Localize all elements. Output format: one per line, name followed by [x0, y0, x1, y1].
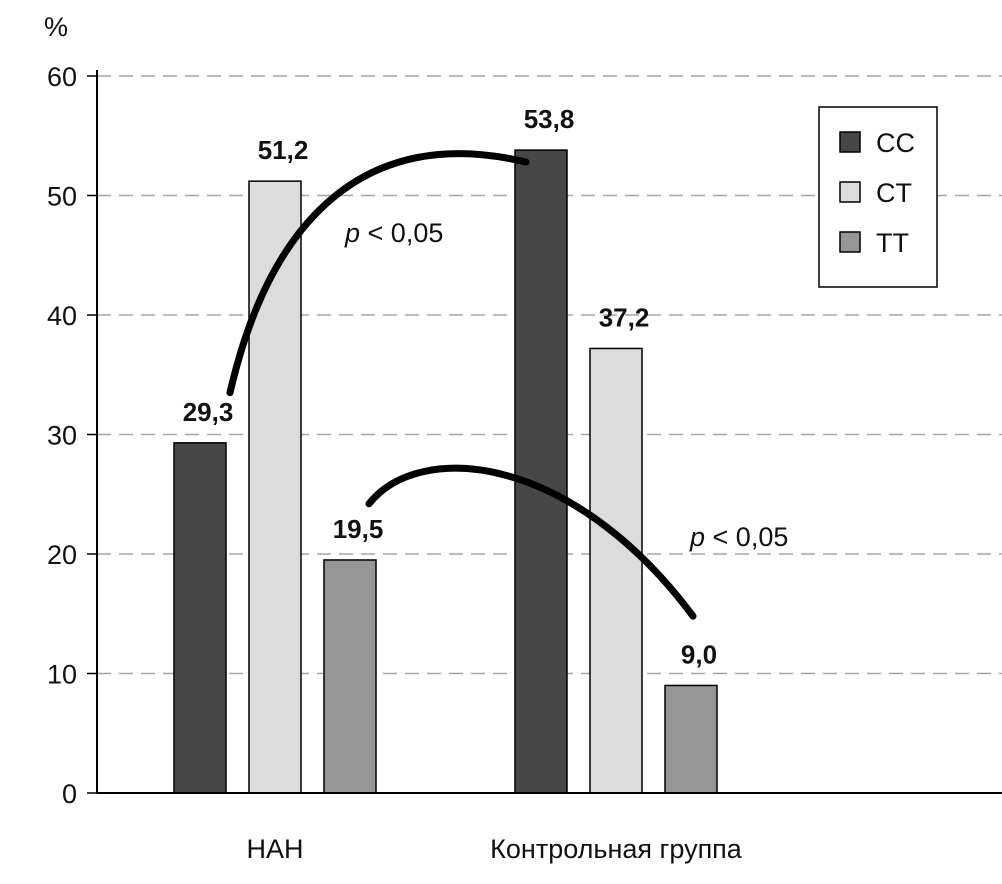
- bar-ct-2: [589, 347, 643, 794]
- data-label: 37,2: [599, 302, 650, 332]
- bar-ct-1: [248, 180, 302, 794]
- y-tick-labels: 0 10 20 30 40 50 60: [47, 62, 97, 809]
- p-value-annotation: p < 0,05: [689, 522, 788, 552]
- y-unit-label: %: [44, 12, 68, 42]
- legend-swatch-ct: [839, 181, 861, 203]
- data-label: 19,5: [333, 514, 384, 544]
- y-tick-label: 40: [47, 301, 77, 331]
- legend: CC CT TT: [818, 106, 938, 288]
- significance-annotations: p < 0,05 p < 0,05: [226, 150, 788, 620]
- y-tick-label: 10: [47, 660, 77, 690]
- y-tick-label: 0: [62, 779, 77, 809]
- legend-box: [818, 106, 938, 288]
- data-labels: 29,3 51,2 19,5 53,8 37,2 9,0: [183, 104, 717, 669]
- bar-cc-2: [514, 149, 568, 794]
- y-tick-label: 50: [47, 182, 77, 212]
- y-tick-label: 20: [47, 540, 77, 570]
- bar-tt-1: [323, 559, 377, 794]
- y-tick-label: 60: [47, 62, 77, 92]
- category-label: НАН: [246, 834, 303, 864]
- legend-label-ct: CT: [876, 178, 912, 208]
- bar-tt-2: [664, 684, 718, 794]
- legend-label-cc: CC: [876, 128, 915, 158]
- significance-curve: [226, 150, 530, 397]
- legend-label-tt: TT: [876, 228, 909, 258]
- category-label: Контрольная группа: [490, 834, 743, 864]
- axes: [96, 70, 1002, 794]
- data-label: 53,8: [524, 104, 575, 134]
- bars: [173, 149, 718, 794]
- data-label: 51,2: [258, 135, 309, 165]
- category-labels: НАН Контрольная группа: [246, 834, 742, 864]
- bar-cc-1: [173, 442, 227, 794]
- significance-curve: [365, 464, 697, 620]
- y-tick-label: 30: [47, 421, 77, 451]
- legend-swatch-tt: [839, 231, 861, 253]
- data-label: 29,3: [183, 397, 234, 427]
- p-value-annotation: p < 0,05: [344, 218, 443, 248]
- data-label: 9,0: [681, 639, 717, 669]
- legend-swatch-cc: [839, 131, 861, 153]
